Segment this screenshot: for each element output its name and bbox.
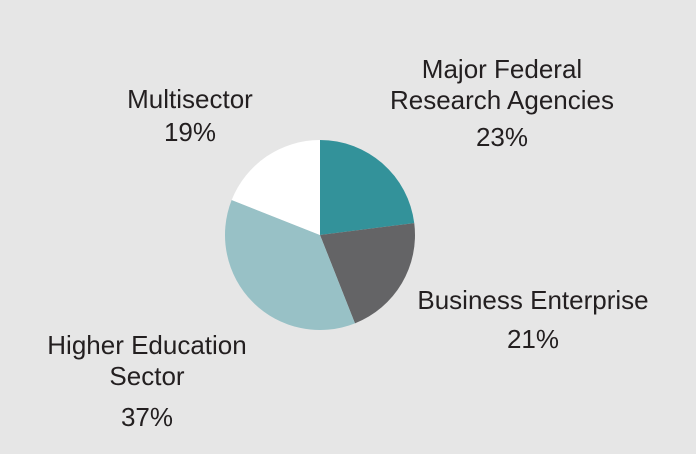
pie-slice-multisector	[231, 140, 320, 235]
percent-label: 19%	[163, 117, 217, 148]
percent-label: 23%	[475, 122, 529, 153]
label-line: Sector	[109, 361, 185, 392]
label-line: Business Enterprise	[417, 285, 649, 315]
percent-label: 37%	[120, 402, 174, 433]
label-line: Major Federal	[421, 54, 583, 84]
label-line: Higher Education	[47, 330, 247, 360]
label-line: Multisector	[127, 84, 253, 114]
label-multisector: Multisector 19%	[110, 84, 270, 148]
label-major-federal-research-agencies: Major Federal Research Agencies 23%	[385, 54, 619, 154]
pie-slice-federal	[320, 140, 415, 235]
label-higher-education-sector: Higher Education Sector 37%	[34, 330, 260, 434]
percent-label: 21%	[506, 324, 560, 355]
pie-slice-business	[320, 223, 415, 324]
label-business-enterprise: Business Enterprise 21%	[410, 285, 656, 355]
label-line: Research Agencies	[389, 85, 615, 116]
pie-slice-higher-ed	[224, 200, 355, 331]
